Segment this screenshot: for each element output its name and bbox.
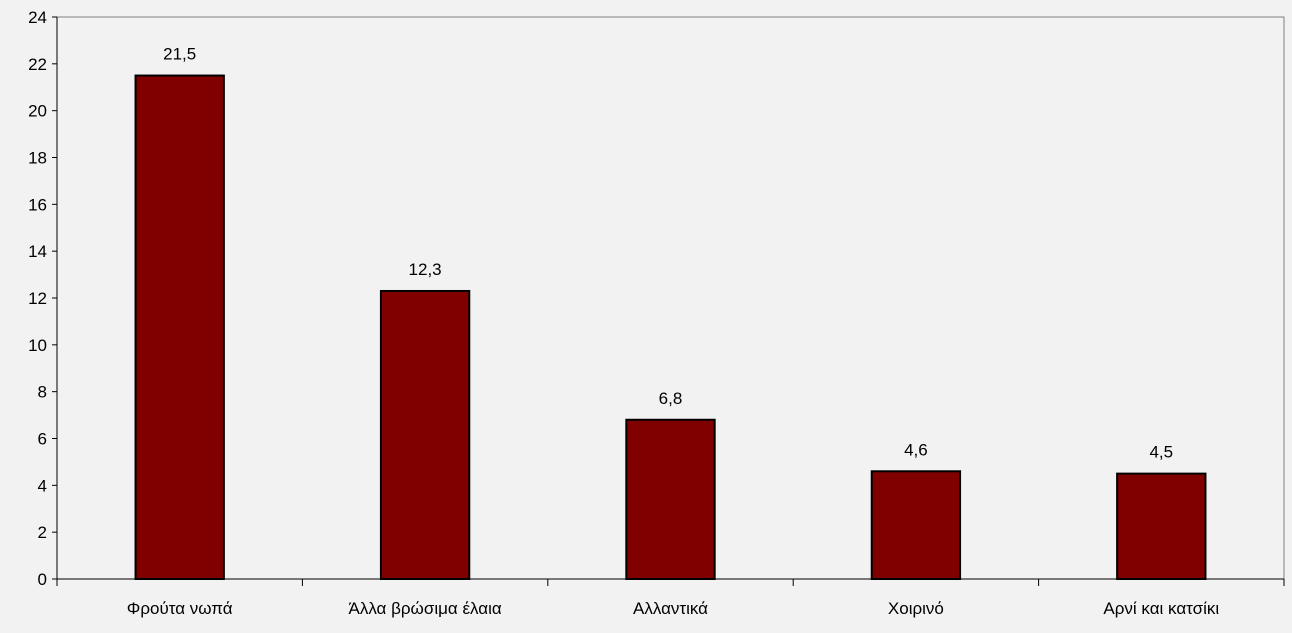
x-tick-label: Αρνί και κατσίκι bbox=[1103, 599, 1219, 618]
y-tick-label: 20 bbox=[28, 102, 47, 121]
x-axis: Φρούτα νωπά Άλλα βρώσιμα έλαια Αλλαντικά Χο… bbox=[56, 578, 1285, 618]
bars bbox=[134, 74, 1207, 581]
y-tick-label: 4 bbox=[38, 476, 47, 495]
bar-value-label: 4,5 bbox=[1149, 443, 1173, 462]
bar-value-label: 4,6 bbox=[904, 440, 928, 459]
y-tick-label: 8 bbox=[38, 383, 47, 402]
bar bbox=[870, 470, 962, 580]
y-tick-label: 22 bbox=[28, 55, 47, 74]
x-tick-label: Χοιρινό bbox=[888, 599, 944, 618]
bar bbox=[134, 74, 225, 581]
y-tick-label: 24 bbox=[28, 8, 47, 27]
y-tick-label: 14 bbox=[28, 242, 47, 261]
y-tick-label: 18 bbox=[28, 149, 47, 168]
bar bbox=[1116, 472, 1207, 580]
bar-value-label: 6,8 bbox=[659, 389, 683, 408]
bar-value-label: 21,5 bbox=[163, 45, 196, 64]
x-tick-label: Αλλαντικά bbox=[633, 599, 708, 618]
bar bbox=[379, 289, 471, 580]
y-tick-label: 6 bbox=[38, 430, 47, 449]
x-tick-label: Άλλα βρώσιμα έλαια bbox=[348, 599, 501, 618]
data-labels: 21,5 12,3 6,8 4,6 4,5 bbox=[163, 45, 1173, 462]
y-tick-label: 10 bbox=[28, 336, 47, 355]
y-tick-label: 12 bbox=[28, 289, 47, 308]
y-tick-label: 16 bbox=[28, 195, 47, 214]
y-tick-label: 2 bbox=[38, 523, 47, 542]
x-tick-label: Φρούτα νωπά bbox=[127, 599, 233, 618]
bar bbox=[625, 418, 716, 580]
bar-value-label: 12,3 bbox=[409, 260, 442, 279]
y-tick-label: 0 bbox=[38, 570, 47, 589]
